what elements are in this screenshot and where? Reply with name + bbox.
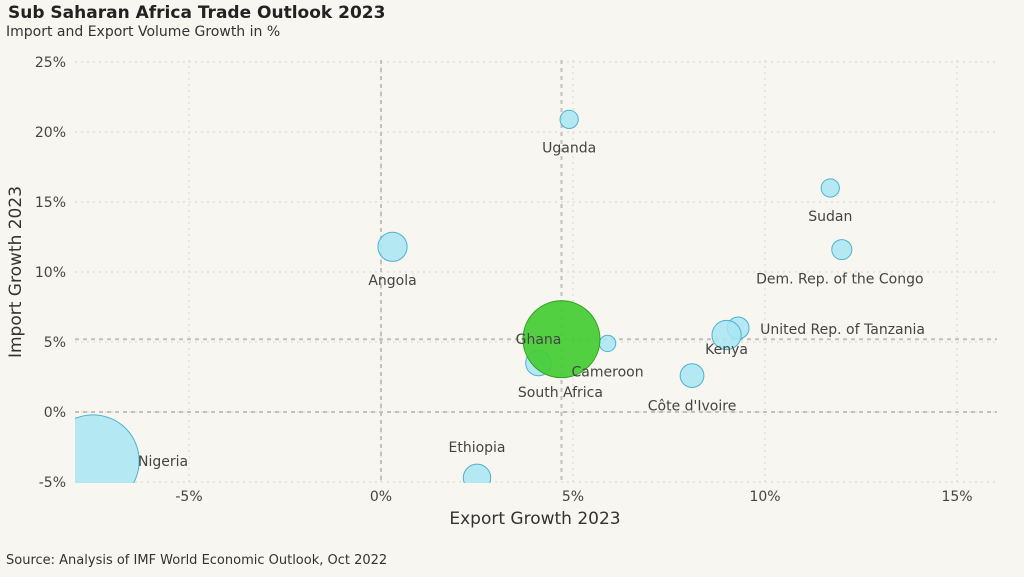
x-tick-label: -5% <box>175 489 202 505</box>
point-nigeria[interactable] <box>47 414 140 507</box>
y-tick-label: 5% <box>44 335 66 351</box>
point-label: Uganda <box>542 140 596 156</box>
y-tick-label: 10% <box>35 265 66 281</box>
points-layer <box>47 109 853 507</box>
x-tick-label: 0% <box>370 489 392 505</box>
y-tick-label: 15% <box>35 195 66 211</box>
point-label: United Rep. of Tanzania <box>760 322 925 338</box>
ticks-layer: -5% 0% 5% 10% 15% -5% 0% 5% 10% 15% 20% 25% <box>35 55 973 505</box>
chart-subtitle: Import and Export Volume Growth in % <box>6 24 281 40</box>
point-label: Sudan <box>808 209 852 225</box>
y-tick-label: -5% <box>39 475 66 491</box>
y-tick-label: 0% <box>44 405 66 421</box>
x-tick-label: 10% <box>749 489 780 505</box>
point-label: Angola <box>368 273 416 289</box>
point-ghana[interactable] <box>522 300 601 379</box>
point-cameroon[interactable] <box>598 334 617 353</box>
point-c-te-d-ivoire[interactable] <box>679 363 705 388</box>
x-tick-label: 15% <box>941 489 972 505</box>
source-note: Source: Analysis of IMF World Economic O… <box>6 553 388 568</box>
point-angola[interactable] <box>377 231 408 262</box>
point-kenya[interactable] <box>711 319 742 351</box>
point-label: Ethiopia <box>448 440 505 456</box>
y-tick-label: 20% <box>35 125 66 141</box>
chart-title: Sub Saharan Africa Trade Outlook 2023 <box>8 3 386 23</box>
point-label: Kenya <box>705 342 748 358</box>
point-label: Dem. Rep. of the Congo <box>756 272 923 288</box>
point-label: Ghana <box>516 332 562 348</box>
point-sudan[interactable] <box>820 178 840 198</box>
point-ethiopia[interactable] <box>462 463 492 491</box>
point-dem-rep-of-the-congo[interactable] <box>831 239 853 261</box>
x-axis-label: Export Growth 2023 <box>449 509 620 529</box>
point-label: Cameroon <box>572 364 644 380</box>
point-label: Côte d'Ivoire <box>648 399 737 415</box>
y-tick-label: 25% <box>35 55 66 71</box>
y-axis-label: Import Growth 2023 <box>6 186 26 358</box>
reference-lines <box>75 60 997 483</box>
point-label: South Africa <box>518 385 603 401</box>
point-uganda[interactable] <box>559 109 579 130</box>
point-label: Nigeria <box>138 454 188 470</box>
x-tick-label: 5% <box>562 489 584 505</box>
labels-layer: Uganda Sudan Angola Dem. Rep. of the Congo U… <box>138 140 925 470</box>
